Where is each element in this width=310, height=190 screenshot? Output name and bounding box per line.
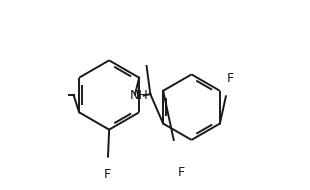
Text: F: F <box>104 168 111 181</box>
Text: F: F <box>226 72 233 85</box>
Text: NH: NH <box>130 89 148 102</box>
Text: F: F <box>177 166 184 179</box>
